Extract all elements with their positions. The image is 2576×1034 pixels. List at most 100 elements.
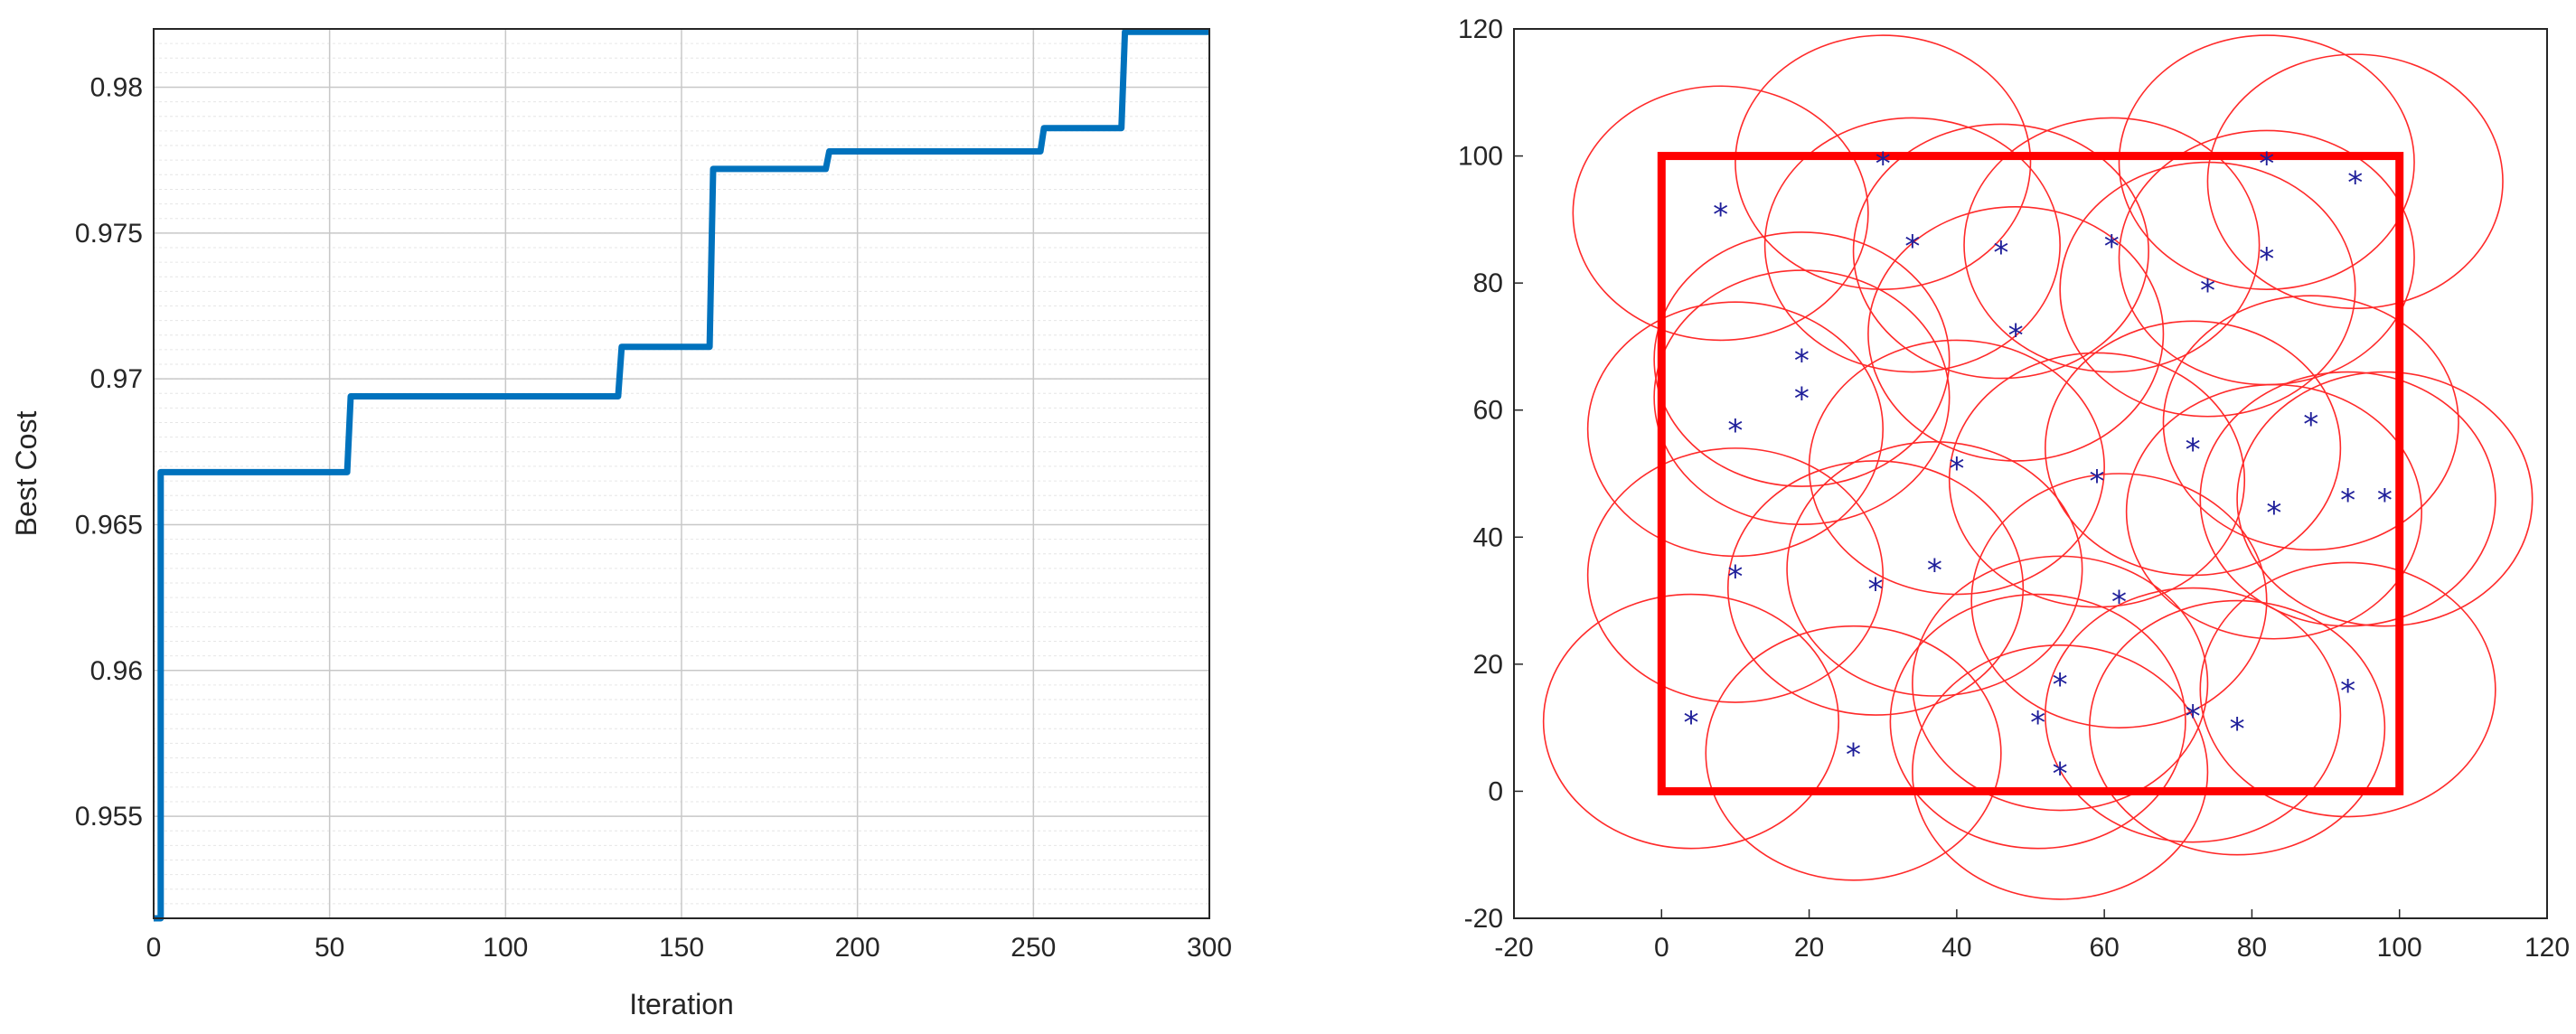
sensor-point: * [2259,146,2274,183]
sensing-circle [1948,352,2246,608]
y-tick-label: -20 [1464,904,1503,934]
sensing-circle [2118,34,2415,290]
sensor-point: * [1949,451,1964,487]
sensing-circle [1586,447,1885,703]
sensor-point: * [2230,711,2245,747]
y-tick-label: 60 [1473,396,1503,426]
monitoring-region [1657,152,2404,795]
sensor-point: * [1993,235,2008,271]
y-tick-label: 80 [1473,268,1503,298]
left-axes-box [153,28,1210,919]
x-tick-label: 80 [2237,933,2267,963]
sensing-circle [1808,339,2105,596]
sensor-point: * [1876,146,1891,183]
sensing-circle [2045,320,2342,577]
sensor-point: * [2377,483,2393,519]
x-tick-label: 0 [1654,933,1669,963]
sensor-point: * [1794,381,1810,418]
sensing-circle [1786,441,2083,697]
sensor-point: * [1927,552,1942,588]
sensing-circle [1852,123,2149,380]
y-tick-label: 0.955 [75,802,143,832]
sensor-point: * [1846,737,1861,773]
sensing-circle [1572,85,1869,342]
sensor-point: * [2030,705,2045,741]
x-tick-label: 0 [146,933,162,963]
right-ticks: -20 0 20 40 60 80 100 120 -20 0 20 40 60 80 100 120 [1458,14,2570,963]
sensor-point: * [2089,464,2104,500]
x-tick-label: -20 [1494,933,1533,963]
sensing-circle [1963,117,2261,373]
sensor-point: * [2340,673,2355,710]
right-plot-content: * **** * * ****** *** ** * ** ** ** ** * * *** [1542,34,2534,900]
x-tick-label: 50 [315,933,344,963]
y-tick-label: 0.97 [90,364,143,394]
y-tick-label: 0.98 [90,73,143,103]
x-tick-label: 300 [1187,933,1232,963]
sensing-circle [2162,295,2459,551]
x-tick-label: 100 [483,933,528,963]
y-tick-label: 100 [1458,142,1503,172]
x-tick-label: 120 [2524,933,2570,963]
sensor-point: * [2266,495,2281,531]
sensing-circle [2089,599,2386,856]
best-cost-line [154,28,1209,922]
sensing-circle [2199,561,2496,818]
sensor-point: * [1713,197,1728,233]
sensor-point: * [2340,483,2355,519]
sensing-circle [1912,555,2209,812]
right-plot-area [1514,29,2547,918]
sensor-point: * [2200,273,2215,309]
y-tick-label: 0 [1488,776,1503,806]
sensing-circle [2045,587,2342,843]
x-tick-label: 40 [1941,933,1971,963]
sensing-circle [1970,473,2268,728]
sensor-point: * [2186,432,2201,468]
sensing-circle [1653,231,1951,487]
sensor-point: * [1794,343,1810,379]
x-tick-label: 250 [1011,933,1056,963]
sensing-circle [2059,161,2356,418]
left-grid [153,28,1210,918]
x-tick-label: 200 [835,933,880,963]
sensing-circle [1542,593,1840,850]
sensor-point: * [2104,229,2120,265]
sensing-circle [1889,593,2186,850]
sensor-point: * [2259,241,2274,277]
sensor-point: * [1868,572,1884,608]
right-axes-box [1513,28,2548,919]
convergence-chart: 0.955 0.96 0.965 0.97 0.975 0.98 0 50 100 150 200 2… [10,28,1232,1020]
sensor-point: * [1727,559,1743,595]
sensing-circle [1867,206,2165,462]
sensor-points: * **** * * ****** *** ** * ** ** ** ** * * *** [1683,146,2392,793]
x-axis-label-iteration: Iteration [629,988,734,1020]
sensor-point: * [2053,756,2068,792]
sensor-point: * [1904,229,1920,265]
y-axis-label-best-cost: Best Cost [10,411,42,537]
y-tick-label: 0.965 [75,510,143,540]
sensing-circle [1705,625,2002,881]
sensing-circle [1735,34,2032,290]
sensing-circle [2199,371,2496,627]
sensing-circle [1912,644,2209,900]
x-tick-label: 20 [1794,933,1824,963]
sensing-circle [1726,460,2025,716]
y-tick-label: 0.975 [75,219,143,249]
sensor-point: * [1683,705,1698,741]
sensor-point: * [2053,667,2068,703]
y-tick-label: 40 [1473,522,1503,552]
coverage-chart: * **** * * ****** *** ** * ** ** ** ** * * *** -20 0 20 4… [1458,14,2570,963]
x-tick-label: 60 [2089,933,2119,963]
y-tick-label: 0.96 [90,656,143,686]
sensor-point: * [1727,413,1743,449]
sensor-point: * [2186,699,2201,735]
left-ticks: 0.955 0.96 0.965 0.97 0.975 0.98 0 50 100 150 200 2… [75,73,1232,963]
sensing-circles [1542,34,2534,900]
sensor-point: * [2008,317,2024,353]
sensor-point: * [2111,585,2127,621]
sensing-circle [1586,301,1885,558]
sensing-circle [2236,371,2534,627]
sensing-circle [2125,383,2423,640]
sensing-circle [1653,269,1951,526]
